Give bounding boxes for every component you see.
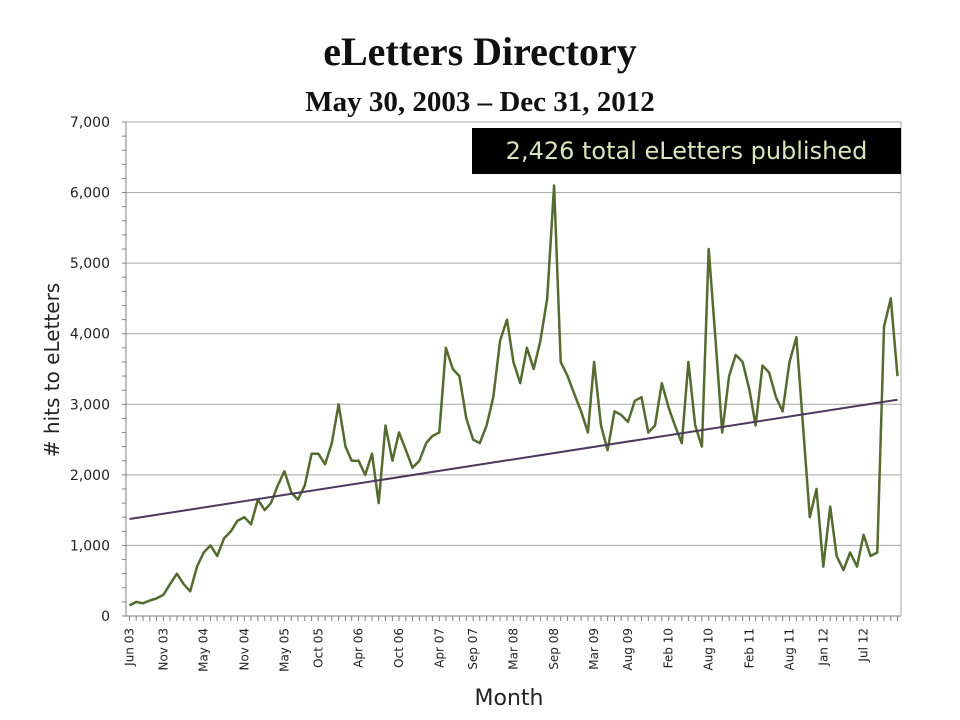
x-tick-label: Aug 09	[621, 628, 635, 671]
trend-line	[129, 398, 898, 520]
x-tick-label: Oct 06	[392, 628, 406, 668]
x-tick-label: Nov 04	[237, 628, 251, 671]
x-tick-label: Nov 03	[156, 628, 170, 671]
x-tick-label: Oct 05	[311, 628, 325, 668]
y-tick-label: 2,000	[70, 468, 110, 484]
x-tick-label: Jul 12	[857, 628, 871, 663]
x-tick-label: Aug 11	[782, 628, 796, 671]
y-tick-label: 6,000	[70, 186, 110, 202]
x-tick-label: May 04	[197, 628, 211, 672]
x-tick-label: Mar 08	[506, 628, 520, 670]
x-tick-label: Jan 12	[816, 628, 830, 667]
chart-subtitle: May 30, 2003 – Dec 31, 2012	[305, 86, 655, 118]
y-tick-label: 3,000	[70, 397, 110, 413]
total-eletters-banner: 2,426 total eLetters published	[472, 128, 901, 174]
y-tick-label: 0	[101, 609, 110, 625]
x-tick-label: Feb 11	[742, 628, 756, 668]
x-axis-label: Month	[474, 686, 544, 711]
series-line-hits	[128, 184, 899, 607]
y-tick-label: 1,000	[70, 538, 110, 554]
x-tick-label: Apr 07	[432, 628, 446, 668]
x-tick-label: Mar 09	[587, 628, 601, 670]
x-tick-label: Jun 03	[123, 628, 137, 667]
y-tick-label: 7,000	[70, 115, 110, 131]
x-tick-label: May 05	[277, 628, 291, 672]
x-tick-label: Aug 10	[702, 628, 716, 671]
x-tick-label: Sep 08	[547, 628, 561, 670]
x-tick-label: Apr 06	[352, 628, 366, 668]
x-tick-label: Feb 10	[662, 628, 676, 668]
x-tick-label: Sep 07	[466, 628, 480, 670]
y-tick-label: 4,000	[70, 327, 110, 343]
chart-title: eLetters Directory	[323, 29, 637, 74]
y-axis-label: # hits to eLetters	[40, 282, 64, 458]
y-tick-label: 5,000	[70, 256, 110, 272]
